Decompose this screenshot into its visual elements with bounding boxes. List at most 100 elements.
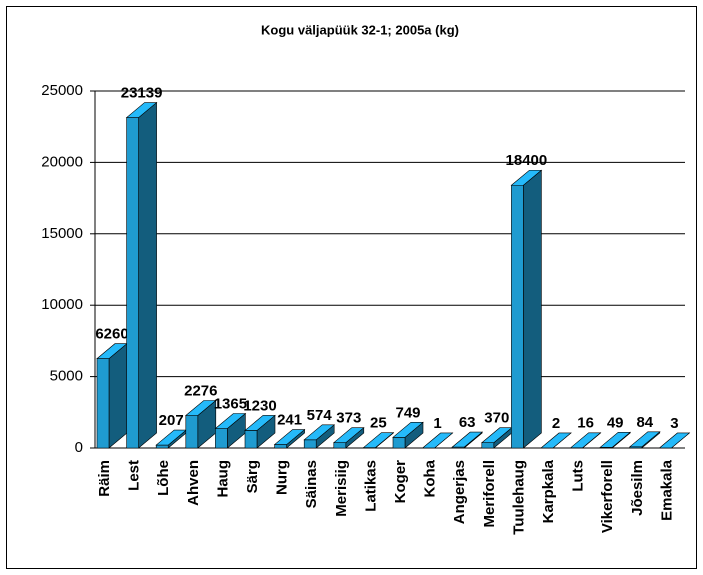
x-tick-label: Nurg [274, 460, 291, 495]
x-tick-label: Lest [126, 460, 143, 491]
bar-top [628, 431, 661, 448]
bar-front [303, 439, 317, 449]
y-tick-label: 0 [75, 439, 83, 456]
x-tick-label: Ahven [185, 460, 202, 506]
data-label: 18400 [506, 152, 548, 169]
data-label: 2276 [184, 382, 217, 399]
y-tick-label: 10000 [41, 296, 83, 313]
bar [96, 342, 128, 449]
bar-top [332, 427, 365, 443]
bar [599, 431, 632, 449]
data-label: 49 [607, 414, 624, 431]
x-tick-label: Haug [214, 460, 231, 498]
bar-side [523, 169, 542, 449]
bar [569, 432, 602, 449]
bar-front [185, 415, 199, 449]
x-tick-label: Särg [244, 460, 261, 493]
y-tick-label: 25000 [41, 82, 83, 99]
bar-side [108, 342, 128, 449]
data-label: 1 [433, 415, 441, 432]
bar [480, 427, 513, 449]
data-label: 16 [577, 415, 594, 432]
y-tick-label: 20000 [41, 153, 83, 170]
bar-front [155, 444, 169, 449]
y-tick-label: 5000 [50, 368, 83, 385]
data-label: 373 [336, 410, 361, 427]
bar [332, 427, 365, 449]
bar-front [274, 444, 287, 449]
bar-front [126, 117, 139, 449]
bar [451, 431, 484, 449]
data-label: 1230 [243, 397, 276, 414]
bar-top [184, 400, 217, 416]
x-tick-label: Vikerforell [599, 460, 616, 533]
bar [628, 431, 661, 449]
bar-top [214, 413, 247, 429]
bar-front [244, 430, 258, 449]
data-label: 3 [670, 415, 678, 432]
bar-front [96, 358, 110, 449]
x-tick-label: Jõesilm [629, 460, 646, 516]
bar-front [333, 442, 347, 449]
bar-top [510, 169, 543, 186]
bar-top [540, 432, 572, 449]
bar-top [451, 431, 484, 448]
x-tick-label: Latikas [362, 460, 379, 512]
x-tick-label: Luts [570, 460, 587, 492]
data-label: 6260 [95, 326, 128, 343]
x-tick-label: Räim [96, 460, 113, 497]
bar [125, 101, 158, 449]
chart-border [6, 6, 697, 569]
data-label: 370 [484, 410, 509, 427]
data-label: 84 [636, 414, 653, 431]
x-tick-label: Emakala [658, 459, 675, 521]
chart-title: Kogu väljapüük 32-1; 2005a (kg) [261, 22, 459, 37]
data-label: 1365 [214, 395, 247, 412]
bar-side [138, 101, 157, 449]
bar-top [362, 432, 395, 448]
bar [421, 432, 454, 449]
x-tick-label: Angerjas [451, 460, 468, 524]
bar [510, 169, 543, 449]
data-label: 23139 [121, 85, 163, 102]
bar-top [599, 432, 632, 448]
x-tick-label: Koger [392, 460, 409, 504]
bar-top [125, 102, 158, 118]
data-label: 63 [459, 414, 476, 431]
bar-front [511, 184, 524, 449]
y-tick-label: 15000 [41, 225, 83, 242]
x-tick-label: Karpkala [540, 459, 557, 523]
bar-top [658, 432, 691, 449]
bar-front [481, 442, 495, 449]
bar [362, 432, 395, 449]
bar [184, 399, 217, 449]
bar [273, 428, 306, 449]
data-label: 574 [307, 407, 333, 424]
x-tick-label: Lõhe [155, 460, 172, 496]
bar-front [215, 428, 228, 449]
data-label: 241 [277, 412, 302, 429]
bar-top [303, 424, 336, 441]
bar [658, 432, 691, 449]
bar-top [244, 415, 276, 431]
x-tick-label: Merisiig [333, 460, 350, 517]
data-label: 2 [552, 415, 560, 432]
data-label: 25 [370, 415, 387, 432]
x-tick-label: Meriforell [481, 460, 498, 528]
bar [214, 412, 247, 449]
bar [540, 432, 572, 449]
x-tick-label: Koha [422, 459, 439, 497]
x-tick-label: Tuulehaug [510, 460, 527, 535]
bar [244, 414, 276, 449]
data-label: 749 [395, 404, 420, 421]
bar [303, 424, 336, 449]
bar [392, 421, 424, 449]
bar-top [392, 422, 424, 438]
bar-front [392, 437, 406, 449]
bar-top [569, 432, 602, 449]
x-tick-label: Säinas [303, 460, 320, 508]
data-label: 207 [159, 412, 184, 429]
bar-top [273, 429, 306, 445]
